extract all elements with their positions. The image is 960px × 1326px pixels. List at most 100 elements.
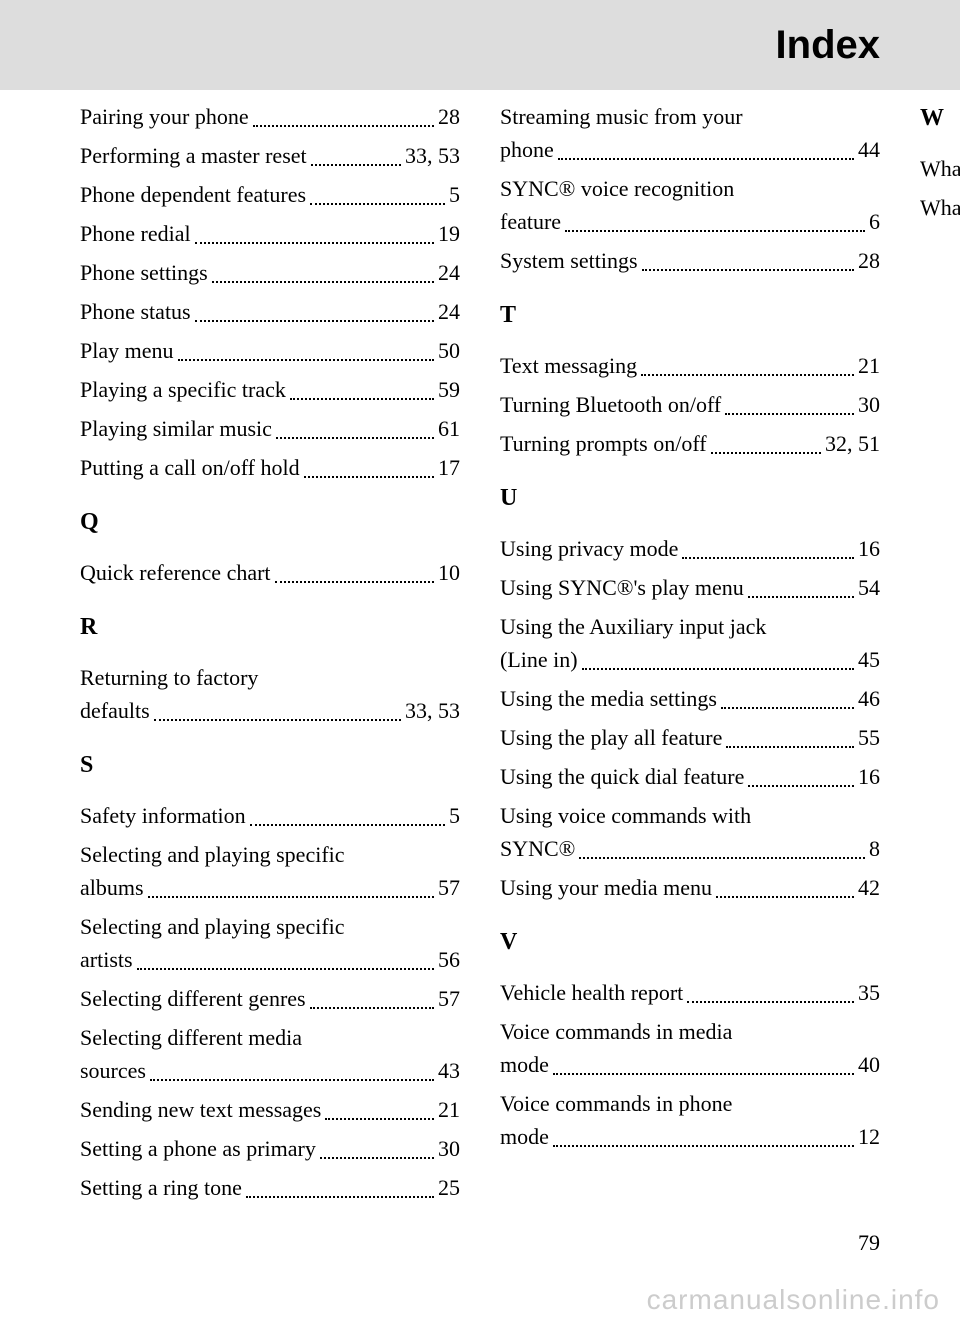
- leader-dots: [212, 261, 434, 283]
- entry-page: 45: [858, 643, 880, 676]
- leader-dots: [725, 393, 854, 415]
- index-entry: Using the play all feature55: [500, 721, 880, 754]
- section-letter: W: [920, 100, 960, 136]
- index-entry: Using SYNC®'s play menu54: [500, 571, 880, 604]
- entry-page: 40: [858, 1048, 880, 1081]
- entry-label: Safety information: [80, 799, 246, 832]
- leader-dots: [275, 561, 434, 583]
- entry-label: Setting a phone as primary: [80, 1132, 316, 1165]
- leader-dots: [154, 699, 401, 721]
- index-entry: Setting a phone as primary30: [80, 1132, 460, 1165]
- entry-page: 28: [438, 100, 460, 133]
- entry-row: defaults33, 53: [80, 694, 460, 727]
- entry-label-top: Selecting different media: [80, 1021, 460, 1054]
- leader-dots: [558, 138, 854, 160]
- entry-page: 5: [449, 178, 460, 211]
- index-entry: Using privacy mode16: [500, 532, 880, 565]
- entry-label: Playing similar music: [80, 412, 272, 445]
- leader-dots: [290, 378, 434, 400]
- entry-page: 57: [438, 871, 460, 904]
- entry-label: Phone dependent features: [80, 178, 306, 211]
- index-entry: System settings28: [500, 244, 880, 277]
- entry-page: 54: [858, 571, 880, 604]
- index-entry: SYNC® voice recognitionfeature6: [500, 172, 880, 238]
- entry-row: feature6: [500, 205, 880, 238]
- entry-label: Turning prompts on/off: [500, 427, 707, 460]
- leader-dots: [137, 948, 434, 970]
- entry-page: 28: [858, 244, 880, 277]
- entry-label: Phone redial: [80, 217, 191, 250]
- leader-dots: [726, 726, 854, 748]
- entry-label: Using privacy mode: [500, 532, 678, 565]
- leader-dots: [579, 837, 865, 859]
- index-entry: What is SYNC®?4: [920, 152, 960, 185]
- entry-label: Putting a call on/off hold: [80, 451, 300, 484]
- entry-label-bottom: mode: [500, 1048, 549, 1081]
- entry-label-top: Returning to factory: [80, 661, 460, 694]
- entry-row: phone44: [500, 133, 880, 166]
- entry-page: 50: [438, 334, 460, 367]
- leader-dots: [582, 648, 854, 670]
- entry-label: Phone settings: [80, 256, 208, 289]
- entry-page: 42: [858, 871, 880, 904]
- page: Index Pairing your phone28 Performing a m…: [0, 0, 960, 1326]
- index-entry: Putting a call on/off hold17: [80, 451, 460, 484]
- entry-label: Text messaging: [500, 349, 637, 382]
- leader-dots: [687, 981, 854, 1003]
- entry-page: 21: [858, 349, 880, 382]
- entry-label: Play menu: [80, 334, 174, 367]
- entry-page: 24: [438, 256, 460, 289]
- entry-page: 43: [438, 1054, 460, 1087]
- header-title: Index: [776, 23, 880, 68]
- index-entry: Using the media settings46: [500, 682, 880, 715]
- entry-page: 12: [858, 1120, 880, 1153]
- entry-page: 19: [438, 217, 460, 250]
- entry-label-top: Using the Auxiliary input jack: [500, 610, 880, 643]
- entry-label-bottom: mode: [500, 1120, 549, 1153]
- leader-dots: [721, 687, 854, 709]
- leader-dots: [553, 1053, 854, 1075]
- leader-dots: [253, 105, 434, 127]
- entry-label-bottom: phone: [500, 133, 554, 166]
- page-number: 79: [858, 1230, 880, 1256]
- leader-dots: [748, 765, 854, 787]
- index-entry: Phone settings 24: [80, 256, 460, 289]
- index-entry: Playing similar music61: [80, 412, 460, 445]
- entry-page: 56: [438, 943, 460, 976]
- entry-row: mode 12: [500, 1120, 880, 1153]
- leader-dots: [178, 339, 435, 361]
- index-entry: Turning prompts on/off 32, 51: [500, 427, 880, 460]
- entry-row: albums57: [80, 871, 460, 904]
- entry-label: Setting a ring tone: [80, 1171, 242, 1204]
- entry-page: 16: [858, 760, 880, 793]
- entry-page: 32, 51: [825, 427, 880, 460]
- leader-dots: [150, 1059, 434, 1081]
- index-entry: Phone status24: [80, 295, 460, 328]
- entry-label: Sending new text messages: [80, 1093, 321, 1126]
- entry-page: 10: [438, 556, 460, 589]
- entry-row: artists56: [80, 943, 460, 976]
- section-letter: U: [500, 480, 880, 516]
- index-entry: Using your media menu 42: [500, 871, 880, 904]
- leader-dots: [246, 1176, 434, 1198]
- entry-label: What's playing?: [920, 191, 960, 224]
- leader-dots: [320, 1137, 434, 1159]
- entry-label-bottom: SYNC®: [500, 832, 575, 865]
- index-entry: Using voice commands withSYNC®8: [500, 799, 880, 865]
- entry-label: Using the media settings: [500, 682, 717, 715]
- index-entry: Phone redial 19: [80, 217, 460, 250]
- leader-dots: [642, 249, 854, 271]
- entry-page: 5: [449, 799, 460, 832]
- index-entry: Pairing your phone28: [80, 100, 460, 133]
- leader-dots: [310, 987, 434, 1009]
- entry-label: Using your media menu: [500, 871, 712, 904]
- index-content: Pairing your phone28 Performing a master …: [80, 100, 880, 1206]
- entry-row: (Line in)45: [500, 643, 880, 676]
- watermark: carmanualsonline.info: [647, 1284, 940, 1316]
- entry-label: Vehicle health report: [500, 976, 683, 1009]
- entry-page: 21: [438, 1093, 460, 1126]
- entry-label: Performing a master reset: [80, 139, 307, 172]
- index-entry: Selecting different genres57: [80, 982, 460, 1015]
- leader-dots: [250, 804, 445, 826]
- entry-label: Turning Bluetooth on/off: [500, 388, 721, 421]
